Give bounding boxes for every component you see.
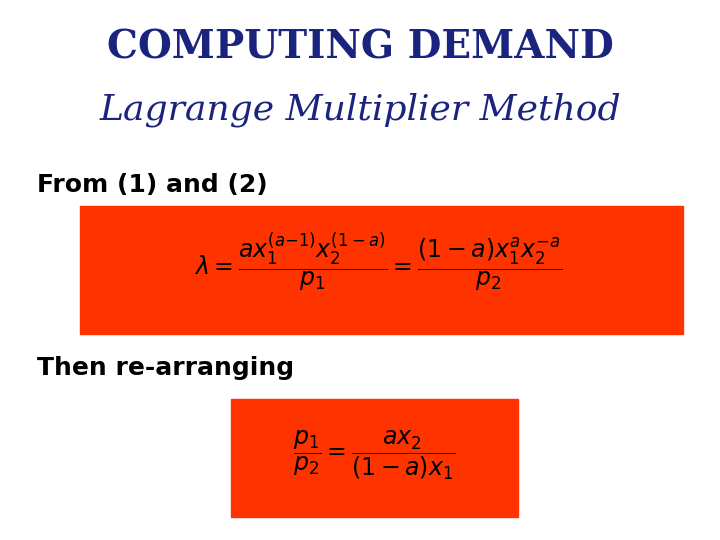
Text: $\lambda = \dfrac{ax_1^{(a\mathrm{-}1)}x_2^{(1-a)}}{p_1} = \dfrac{(1-a)x_1^{a}x_: $\lambda = \dfrac{ax_1^{(a\mathrm{-}1)}x… xyxy=(194,230,562,294)
FancyBboxPatch shape xyxy=(231,399,518,517)
Text: COMPUTING DEMAND: COMPUTING DEMAND xyxy=(107,28,613,66)
Text: Then re-arranging: Then re-arranging xyxy=(37,356,294,380)
Text: Lagrange Multiplier Method: Lagrange Multiplier Method xyxy=(99,93,621,127)
Text: From (1) and (2): From (1) and (2) xyxy=(37,173,268,197)
FancyBboxPatch shape xyxy=(81,206,683,334)
Text: $\dfrac{p_1}{p_2} = \dfrac{ax_2}{(1-a)x_1}$: $\dfrac{p_1}{p_2} = \dfrac{ax_2}{(1-a)x_… xyxy=(293,429,456,482)
